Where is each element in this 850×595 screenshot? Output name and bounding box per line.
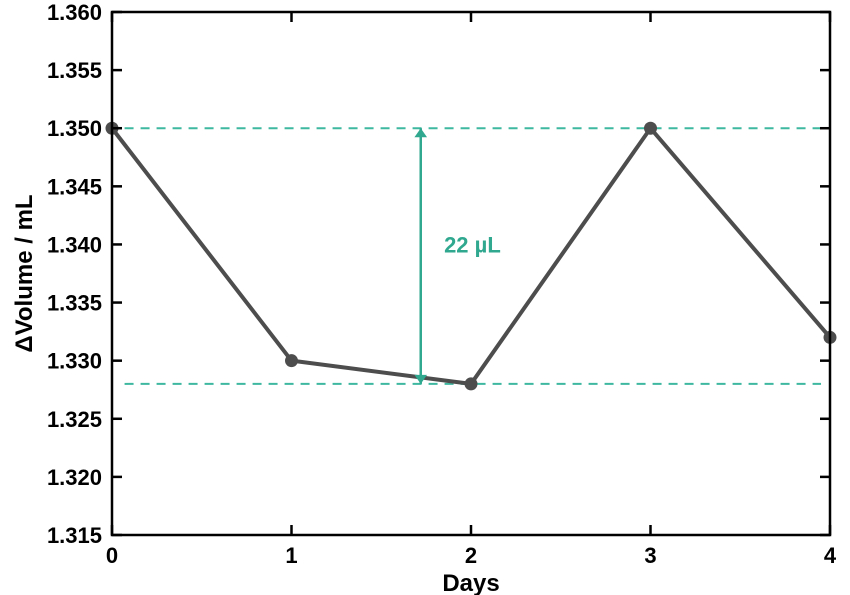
line-chart: 22 µL 0 1 2 3 4 1.315 1.320 1.325 1.330 1.335 1.340… — [0, 0, 850, 595]
data-marker — [465, 377, 478, 390]
plot-frame — [112, 12, 830, 535]
x-tick-label: 3 — [644, 543, 656, 568]
annotation-label: 22 µL — [444, 232, 501, 257]
y-tick-label: 1.315 — [47, 523, 102, 548]
chart-container: 22 µL 0 1 2 3 4 1.315 1.320 1.325 1.330 1.335 1.340… — [0, 0, 850, 595]
arrowhead-up-icon — [414, 128, 427, 137]
x-tick-label: 2 — [465, 543, 477, 568]
x-tick-label: 1 — [285, 543, 297, 568]
y-tick-label: 1.345 — [47, 174, 102, 199]
data-marker — [644, 122, 657, 135]
y-tick-label: 1.330 — [47, 349, 102, 374]
y-tick-label: 1.350 — [47, 116, 102, 141]
x-tick-label: 4 — [824, 543, 837, 568]
y-tick-label: 1.360 — [47, 0, 102, 25]
y-tick-label: 1.355 — [47, 58, 102, 83]
x-tick-label: 0 — [106, 543, 118, 568]
y-axis-label: ΔVolume / mL — [11, 194, 38, 352]
x-axis-label: Days — [442, 570, 499, 595]
y-tick-label: 1.320 — [47, 465, 102, 490]
y-tick-label: 1.340 — [47, 232, 102, 257]
y-tick-label: 1.335 — [47, 291, 102, 316]
data-marker — [285, 354, 298, 367]
y-tick-label: 1.325 — [47, 407, 102, 432]
